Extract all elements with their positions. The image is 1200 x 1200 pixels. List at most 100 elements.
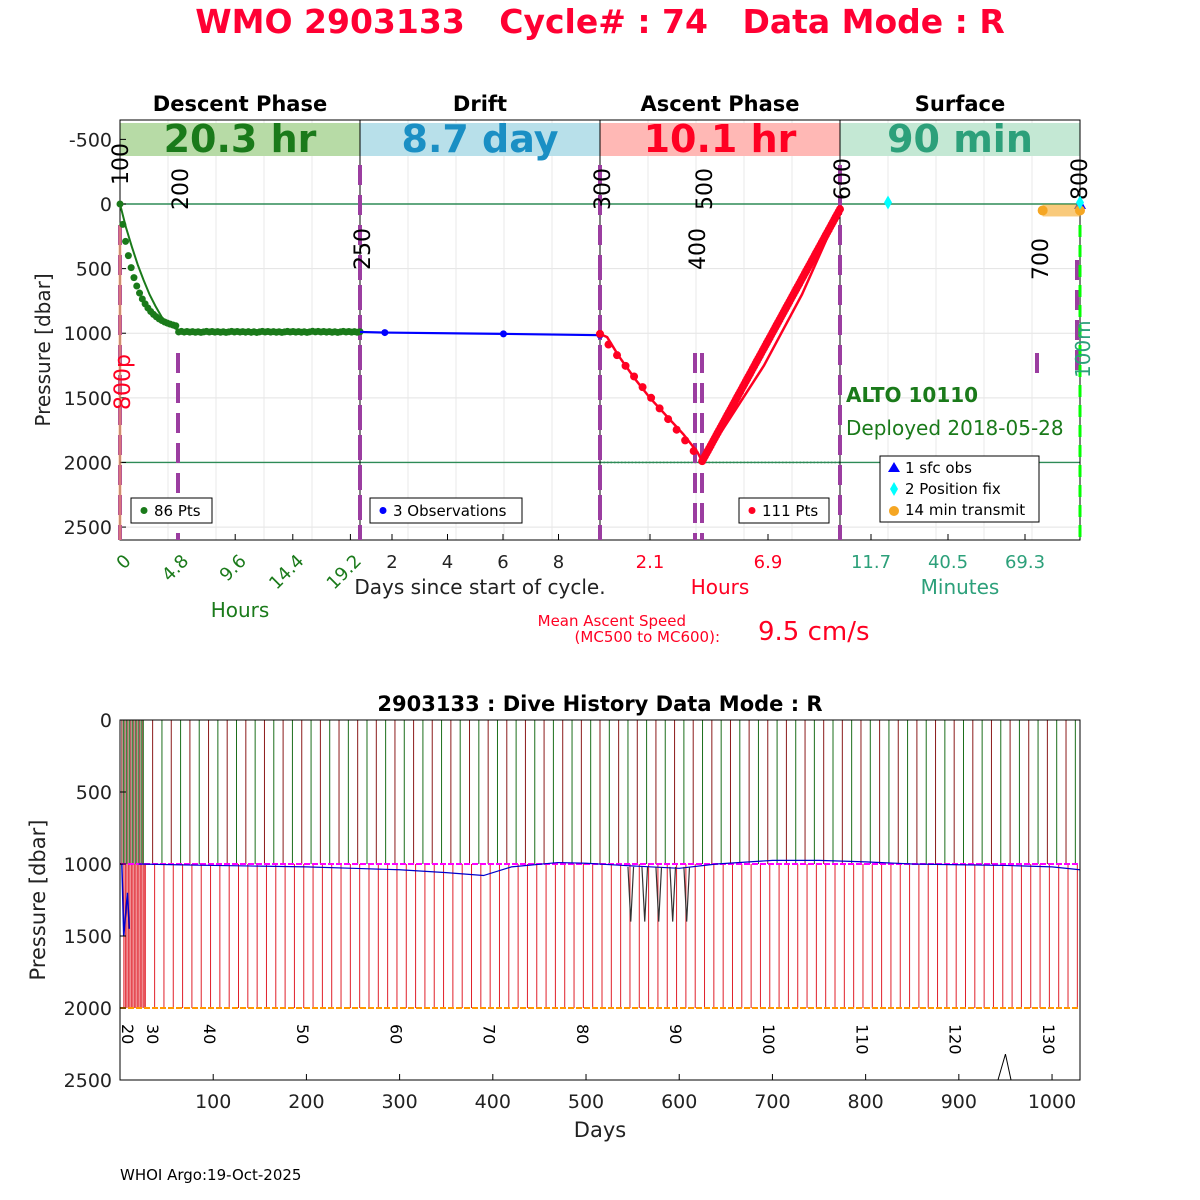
- phase-duration: 8.7 day: [402, 117, 559, 161]
- x-tick-label: 600: [661, 1091, 697, 1113]
- ascent-legend-label: 111 Pts: [762, 502, 818, 520]
- x-tick-label: 200: [288, 1091, 324, 1113]
- mission-cycle-label: 300: [591, 168, 616, 210]
- drift-spike: [655, 866, 663, 922]
- phase-band: [120, 123, 360, 156]
- x-tick-label: 6.9: [754, 552, 783, 573]
- mission-cycle-label: 250: [351, 228, 376, 270]
- descent-point: [133, 282, 141, 290]
- surface-legend-marker: [890, 482, 898, 496]
- ascent-x-label: Hours: [691, 575, 750, 599]
- ascent-speed-label: Mean Ascent Speed: [538, 612, 686, 630]
- x-tick-label: 69.3: [1005, 552, 1045, 573]
- phase-band: [360, 123, 600, 156]
- ascent-speed-value: 9.5 cm/s: [758, 617, 870, 647]
- y-tick-label: 1500: [64, 388, 112, 410]
- ascent-point: [672, 425, 681, 434]
- dive-history-title: 2903133 : Dive History Data Mode : R: [377, 692, 822, 716]
- x-tick-label: 700: [754, 1091, 790, 1113]
- x-tick-label: 9.6: [216, 551, 251, 586]
- ascent-speed-label: (MC500 to MC600):: [575, 628, 720, 646]
- mission-cycle-label: 600: [831, 158, 856, 200]
- x-tick-label: 0: [113, 551, 136, 574]
- x-tick-label: 6: [497, 552, 508, 573]
- ascent-point: [689, 447, 698, 456]
- transmit-point: [1075, 205, 1085, 216]
- ascent-point: [638, 383, 647, 392]
- label-100m: 100m: [1071, 320, 1095, 378]
- descent-point: [136, 289, 144, 297]
- x-tick-label: 1000: [1028, 1091, 1076, 1113]
- y-tick-label: 2500: [64, 517, 112, 539]
- phase-title: Ascent Phase: [641, 92, 800, 116]
- ascent-point: [681, 436, 690, 445]
- surface-legend-label: 2 Position fix: [905, 480, 1001, 498]
- x-tick-label: 900: [941, 1091, 977, 1113]
- descent-point: [127, 264, 135, 272]
- descent-point: [130, 274, 138, 282]
- ascent-point: [613, 351, 622, 360]
- drift-legend-marker: [379, 507, 387, 514]
- x-tick-label: 500: [568, 1091, 604, 1113]
- descent-point: [172, 322, 180, 330]
- phase-band: [600, 123, 840, 156]
- mission-cycle-label: 800: [1068, 158, 1093, 200]
- ascent-legend-marker: [748, 507, 756, 514]
- drift-pressure-trace: [138, 859, 1081, 877]
- cycle-label: 80: [573, 1024, 592, 1044]
- phase-duration: 90 min: [887, 117, 1033, 161]
- drift-legend-box: [369, 497, 523, 524]
- surface-legend-box: [879, 455, 1040, 523]
- cycle-label: 90: [666, 1024, 685, 1044]
- y-tick-label: 0: [100, 710, 112, 732]
- y-axis-label: Pressure [dbar]: [26, 820, 50, 981]
- drift-point: [381, 329, 389, 337]
- phase-title: Drift: [453, 92, 507, 116]
- phase-title: Surface: [915, 92, 1005, 116]
- y-tick-label: 2500: [64, 1070, 112, 1092]
- ascent-point: [630, 372, 639, 381]
- descent-point: [122, 237, 130, 245]
- x-tick-label: 14.4: [265, 551, 308, 594]
- chart-title: WMO 2903133 Cycle# : 74 Data Mode : R: [195, 2, 1005, 41]
- y-tick-label: 500: [76, 259, 112, 281]
- cycle-label: 120: [946, 1024, 965, 1055]
- ascent-point: [604, 340, 613, 349]
- mission-cycle-label: 200: [169, 168, 194, 210]
- descent-point: [116, 200, 124, 208]
- ascent-point: [836, 205, 844, 214]
- x-tick-label: 4.8: [158, 551, 193, 586]
- surface-x-label: Minutes: [921, 575, 1000, 599]
- x-tick-label: 11.7: [851, 552, 891, 573]
- ascent-point: [647, 393, 656, 402]
- mission-cycle-label: 700: [1029, 238, 1054, 280]
- y-tick-label: 1000: [64, 323, 112, 345]
- drift-x-label: Days since start of cycle.: [354, 575, 605, 599]
- float-id: ALTO 10110: [846, 383, 978, 407]
- y-tick-label: -500: [69, 129, 112, 151]
- descent-point: [124, 252, 132, 260]
- descent-legend-label: 86 Pts: [154, 502, 201, 520]
- drift-spike: [641, 866, 649, 922]
- phase-duration: 20.3 hr: [164, 117, 317, 161]
- drift-legend-label: 3 Observations: [393, 502, 507, 520]
- x-tick-label: 100: [195, 1091, 231, 1113]
- phase-title: Descent Phase: [153, 92, 327, 116]
- cycle-label: 30: [143, 1024, 162, 1044]
- x-tick-label: 2.1: [636, 552, 665, 573]
- y-axis-label: Pressure [dbar]: [31, 273, 55, 426]
- descent-point: [356, 328, 364, 336]
- drift-point: [499, 330, 507, 338]
- phase-duration: 10.1 hr: [644, 117, 797, 161]
- drift-spike: [121, 863, 131, 937]
- cycle-label: 20: [118, 1024, 137, 1044]
- ascent-point: [655, 404, 664, 413]
- mission-cycle-label: 400: [686, 228, 711, 270]
- cycle-label: 40: [200, 1024, 219, 1044]
- descent-legend-marker: [140, 507, 148, 514]
- phase-band: [840, 123, 1080, 156]
- plot-frame: [119, 719, 1081, 1081]
- drift-spike: [627, 866, 635, 922]
